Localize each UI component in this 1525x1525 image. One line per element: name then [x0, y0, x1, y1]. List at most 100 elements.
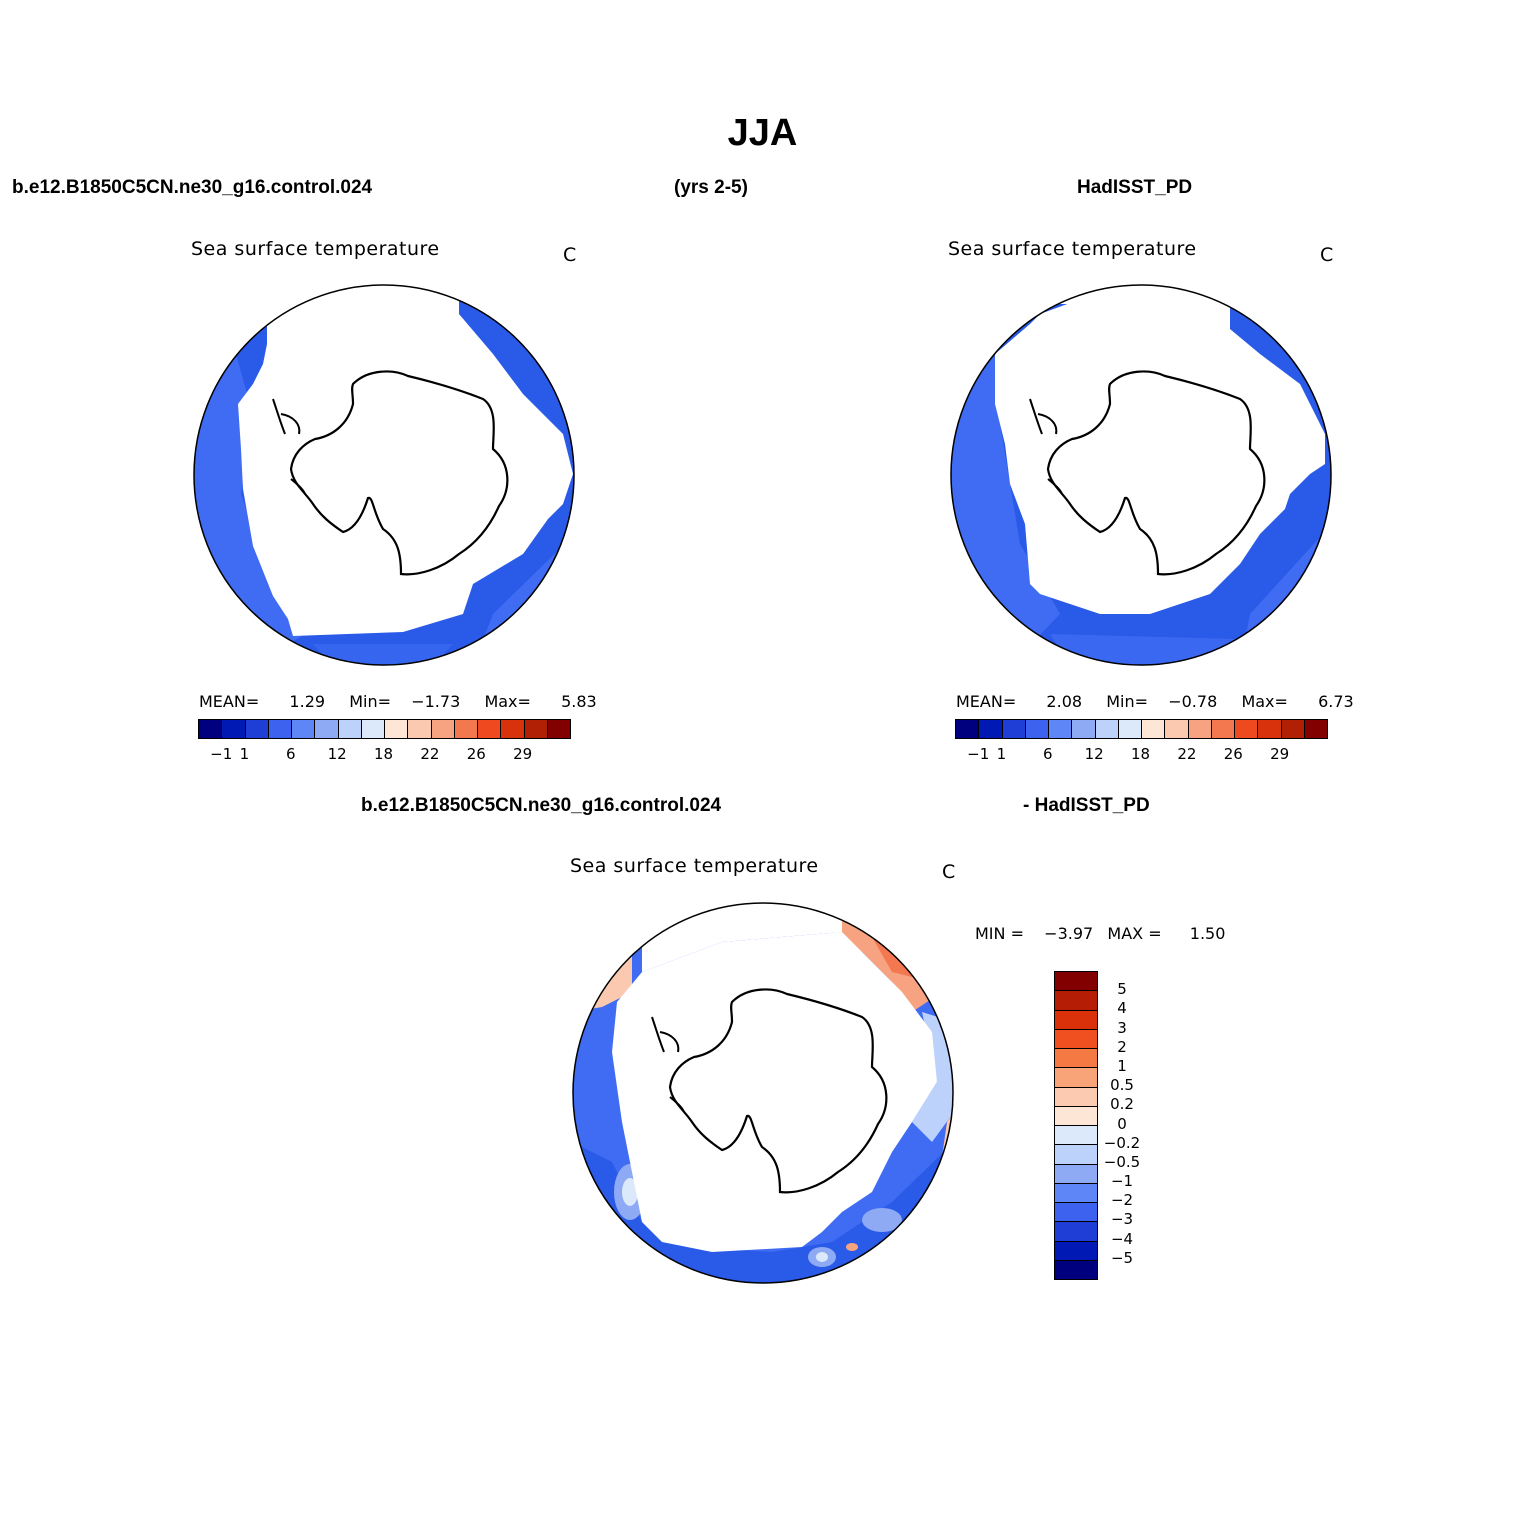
obs-colorbar-box — [979, 720, 1003, 738]
obs-colorbar-label: 22 — [1177, 745, 1197, 763]
diff-colorbar-box — [1055, 1010, 1097, 1030]
obs-colorbar-box — [1211, 720, 1235, 738]
model-colorbar-box — [408, 720, 432, 738]
model-colorbar-box — [454, 720, 478, 738]
diff-colorbar-box — [1055, 1260, 1097, 1279]
model-colorbar-box — [292, 720, 316, 738]
obs-colorbar-label: −1 — [967, 745, 990, 763]
model-min-label: Min= — [349, 692, 392, 711]
diff-colorbar-box — [1055, 991, 1097, 1011]
years-header: (yrs 2-5) — [674, 177, 748, 198]
model-colorbar-label: 6 — [285, 745, 296, 763]
model-colorbar — [198, 719, 571, 739]
obs-polar-map — [950, 284, 1332, 666]
diff-colorbar-label: −3 — [1110, 1210, 1134, 1229]
diff-max-label: MAX = — [1107, 924, 1162, 943]
diff-colorbar-label: 5 — [1117, 980, 1127, 999]
diff-max-value: 1.50 — [1189, 924, 1226, 943]
diff-panel-unit: C — [942, 861, 956, 883]
diff-colorbar-label: −0.5 — [1103, 1152, 1141, 1171]
model-colorbar-label: 26 — [466, 745, 486, 763]
diff-colorbar-label: −5 — [1110, 1248, 1134, 1267]
obs-colorbar-box — [956, 720, 980, 738]
obs-header: HadISST_PD — [1077, 177, 1193, 198]
model-colorbar-box — [385, 720, 409, 738]
diff-min-label: MIN = — [975, 924, 1024, 943]
diff-colorbar-label: 0 — [1117, 1114, 1127, 1133]
diff-colorbar-label: −4 — [1110, 1229, 1134, 1248]
model-colorbar-label: 12 — [327, 745, 347, 763]
diff-colorbar-box — [1055, 1126, 1097, 1146]
model-polar-map — [193, 284, 575, 666]
diff-colorbar-box — [1055, 1203, 1097, 1223]
obs-max-label: Max= — [1241, 692, 1288, 711]
diff-colorbar-label: −2 — [1110, 1191, 1134, 1210]
case-header: b.e12.B1850C5CN.ne30_g16.control.024 — [12, 177, 373, 198]
model-colorbar-label: 29 — [513, 745, 533, 763]
model-colorbar-box — [245, 720, 269, 738]
diff-colorbar-box — [1055, 1164, 1097, 1184]
obs-colorbar-box — [1049, 720, 1073, 738]
diff-case-header: b.e12.B1850C5CN.ne30_g16.control.024 — [361, 795, 722, 816]
diff-colorbar-label: 2 — [1117, 1037, 1127, 1056]
obs-colorbar-label: 26 — [1223, 745, 1243, 763]
obs-colorbar-label: 29 — [1270, 745, 1290, 763]
diff-colorbar-box — [1055, 1029, 1097, 1049]
diff-colorbar-box — [1055, 1241, 1097, 1261]
model-panel-title: Sea surface temperature — [191, 238, 440, 260]
diff-colorbar-box — [1055, 1087, 1097, 1107]
model-colorbar-label: −1 — [210, 745, 233, 763]
obs-colorbar-box — [1165, 720, 1189, 738]
model-colorbar-label: 1 — [239, 745, 250, 763]
obs-max-value: 6.73 — [1318, 692, 1354, 711]
diff-colorbar-label: 3 — [1117, 1018, 1127, 1037]
model-colorbar-box — [524, 720, 548, 738]
model-colorbar-box — [315, 720, 339, 738]
diff-colorbar-label: 0.2 — [1110, 1095, 1134, 1114]
diff-colorbar-box — [1055, 1222, 1097, 1242]
obs-colorbar-box — [1142, 720, 1166, 738]
obs-colorbar-box — [1095, 720, 1119, 738]
model-colorbar-box — [222, 720, 246, 738]
obs-panel-title: Sea surface temperature — [948, 238, 1197, 260]
obs-mean-label: MEAN= — [956, 692, 1017, 711]
obs-colorbar-box — [1304, 720, 1327, 738]
model-colorbar-box — [501, 720, 525, 738]
diff-colorbar-box — [1055, 972, 1097, 992]
diff-panel-title: Sea surface temperature — [570, 855, 819, 877]
obs-colorbar-box — [1025, 720, 1049, 738]
model-colorbar-box — [547, 720, 570, 738]
diff-colorbar-label: 1 — [1117, 1056, 1127, 1075]
model-colorbar-box — [431, 720, 455, 738]
model-colorbar-box — [478, 720, 502, 738]
obs-colorbar-label: 18 — [1130, 745, 1151, 763]
model-panel-unit: C — [563, 244, 577, 266]
diff-colorbar-box — [1055, 1145, 1097, 1165]
obs-colorbar-label: 1 — [996, 745, 1007, 763]
obs-colorbar-box — [1002, 720, 1026, 738]
obs-colorbar-box — [1188, 720, 1212, 738]
obs-min-value: −0.78 — [1168, 692, 1218, 711]
model-colorbar-box — [361, 720, 385, 738]
obs-colorbar-label: 6 — [1042, 745, 1053, 763]
diff-colorbar-label: −0.2 — [1103, 1133, 1141, 1152]
obs-colorbar-box — [1235, 720, 1259, 738]
main-title: JJA — [727, 112, 798, 154]
diff-colorbar-box — [1055, 1106, 1097, 1126]
model-colorbar-box — [338, 720, 362, 738]
model-mean-value: 1.29 — [289, 692, 326, 711]
obs-colorbar-box — [1118, 720, 1142, 738]
diff-colorbar-box — [1055, 1068, 1097, 1088]
obs-colorbar-box — [1281, 720, 1305, 738]
model-mean-label: MEAN= — [199, 692, 260, 711]
diff-colorbar-label: 0.5 — [1110, 1076, 1134, 1095]
model-max-value: 5.83 — [561, 692, 597, 711]
model-min-value: −1.73 — [411, 692, 461, 711]
diff-colorbar — [1054, 971, 1098, 1280]
obs-colorbar-box — [1072, 720, 1096, 738]
model-colorbar-label: 18 — [373, 745, 394, 763]
obs-colorbar — [955, 719, 1328, 739]
obs-colorbar-box — [1258, 720, 1282, 738]
model-max-label: Max= — [484, 692, 531, 711]
obs-colorbar-label: 12 — [1084, 745, 1104, 763]
